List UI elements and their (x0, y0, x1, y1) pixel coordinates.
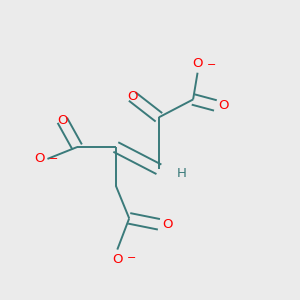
Text: O: O (127, 90, 137, 103)
Text: H: H (176, 167, 186, 180)
Text: −: − (127, 253, 136, 262)
Text: O: O (218, 99, 229, 112)
Text: O: O (34, 152, 44, 165)
Text: −: − (49, 154, 58, 164)
Text: O: O (162, 218, 172, 231)
Text: −: − (207, 60, 216, 70)
Text: O: O (192, 57, 203, 70)
Text: O: O (57, 114, 68, 127)
Text: O: O (112, 253, 123, 266)
